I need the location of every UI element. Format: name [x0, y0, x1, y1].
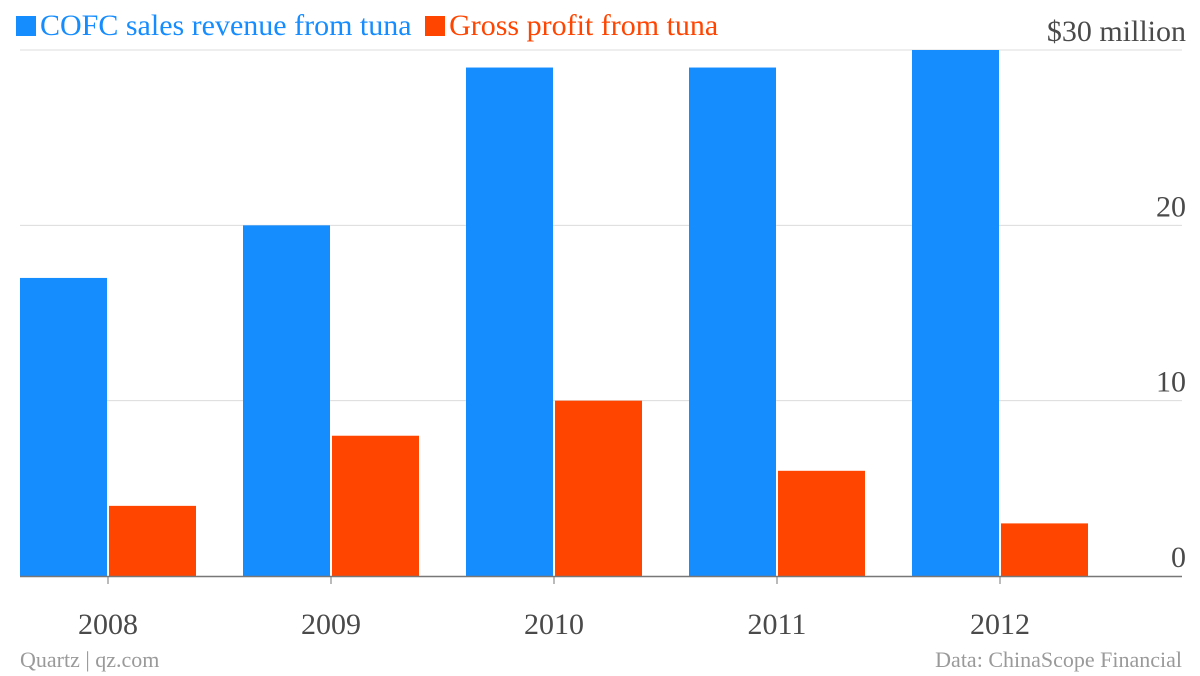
y-tick-label: 20 [1156, 190, 1186, 223]
bar-profit [332, 435, 419, 576]
bar-profit [555, 400, 642, 576]
data-source: Data: ChinaScope Financial [935, 647, 1182, 672]
y-tick-label: 0 [1171, 541, 1186, 574]
bar-revenue [912, 50, 999, 576]
legend: COFC sales revenue from tuna Gross profi… [16, 8, 724, 44]
bar-profit [1001, 523, 1088, 576]
legend-item-revenue: COFC sales revenue from tuna [16, 8, 412, 44]
legend-swatch-revenue [16, 16, 36, 36]
legend-item-profit: Gross profit from tuna [425, 8, 718, 44]
x-tick-label: 2008 [78, 608, 138, 641]
bar-revenue [689, 67, 776, 577]
legend-label-profit: Gross profit from tuna [449, 9, 719, 42]
source-credit: Quartz | qz.com [20, 647, 160, 672]
bar-revenue [243, 225, 330, 577]
bar-profit [778, 470, 865, 576]
x-tick-label: 2010 [524, 608, 584, 641]
x-tick-label: 2009 [301, 608, 361, 641]
y-tick-label: 10 [1156, 366, 1186, 399]
y-tick-label: $30 million [1047, 15, 1186, 48]
legend-swatch-profit [425, 16, 446, 36]
legend-label-revenue: COFC sales revenue from tuna [40, 9, 412, 42]
x-tick-label: 2012 [970, 608, 1030, 641]
bar-revenue [466, 67, 553, 577]
x-tick-label: 2011 [748, 608, 807, 641]
bar-profit [109, 505, 196, 576]
bar-revenue [20, 277, 107, 576]
